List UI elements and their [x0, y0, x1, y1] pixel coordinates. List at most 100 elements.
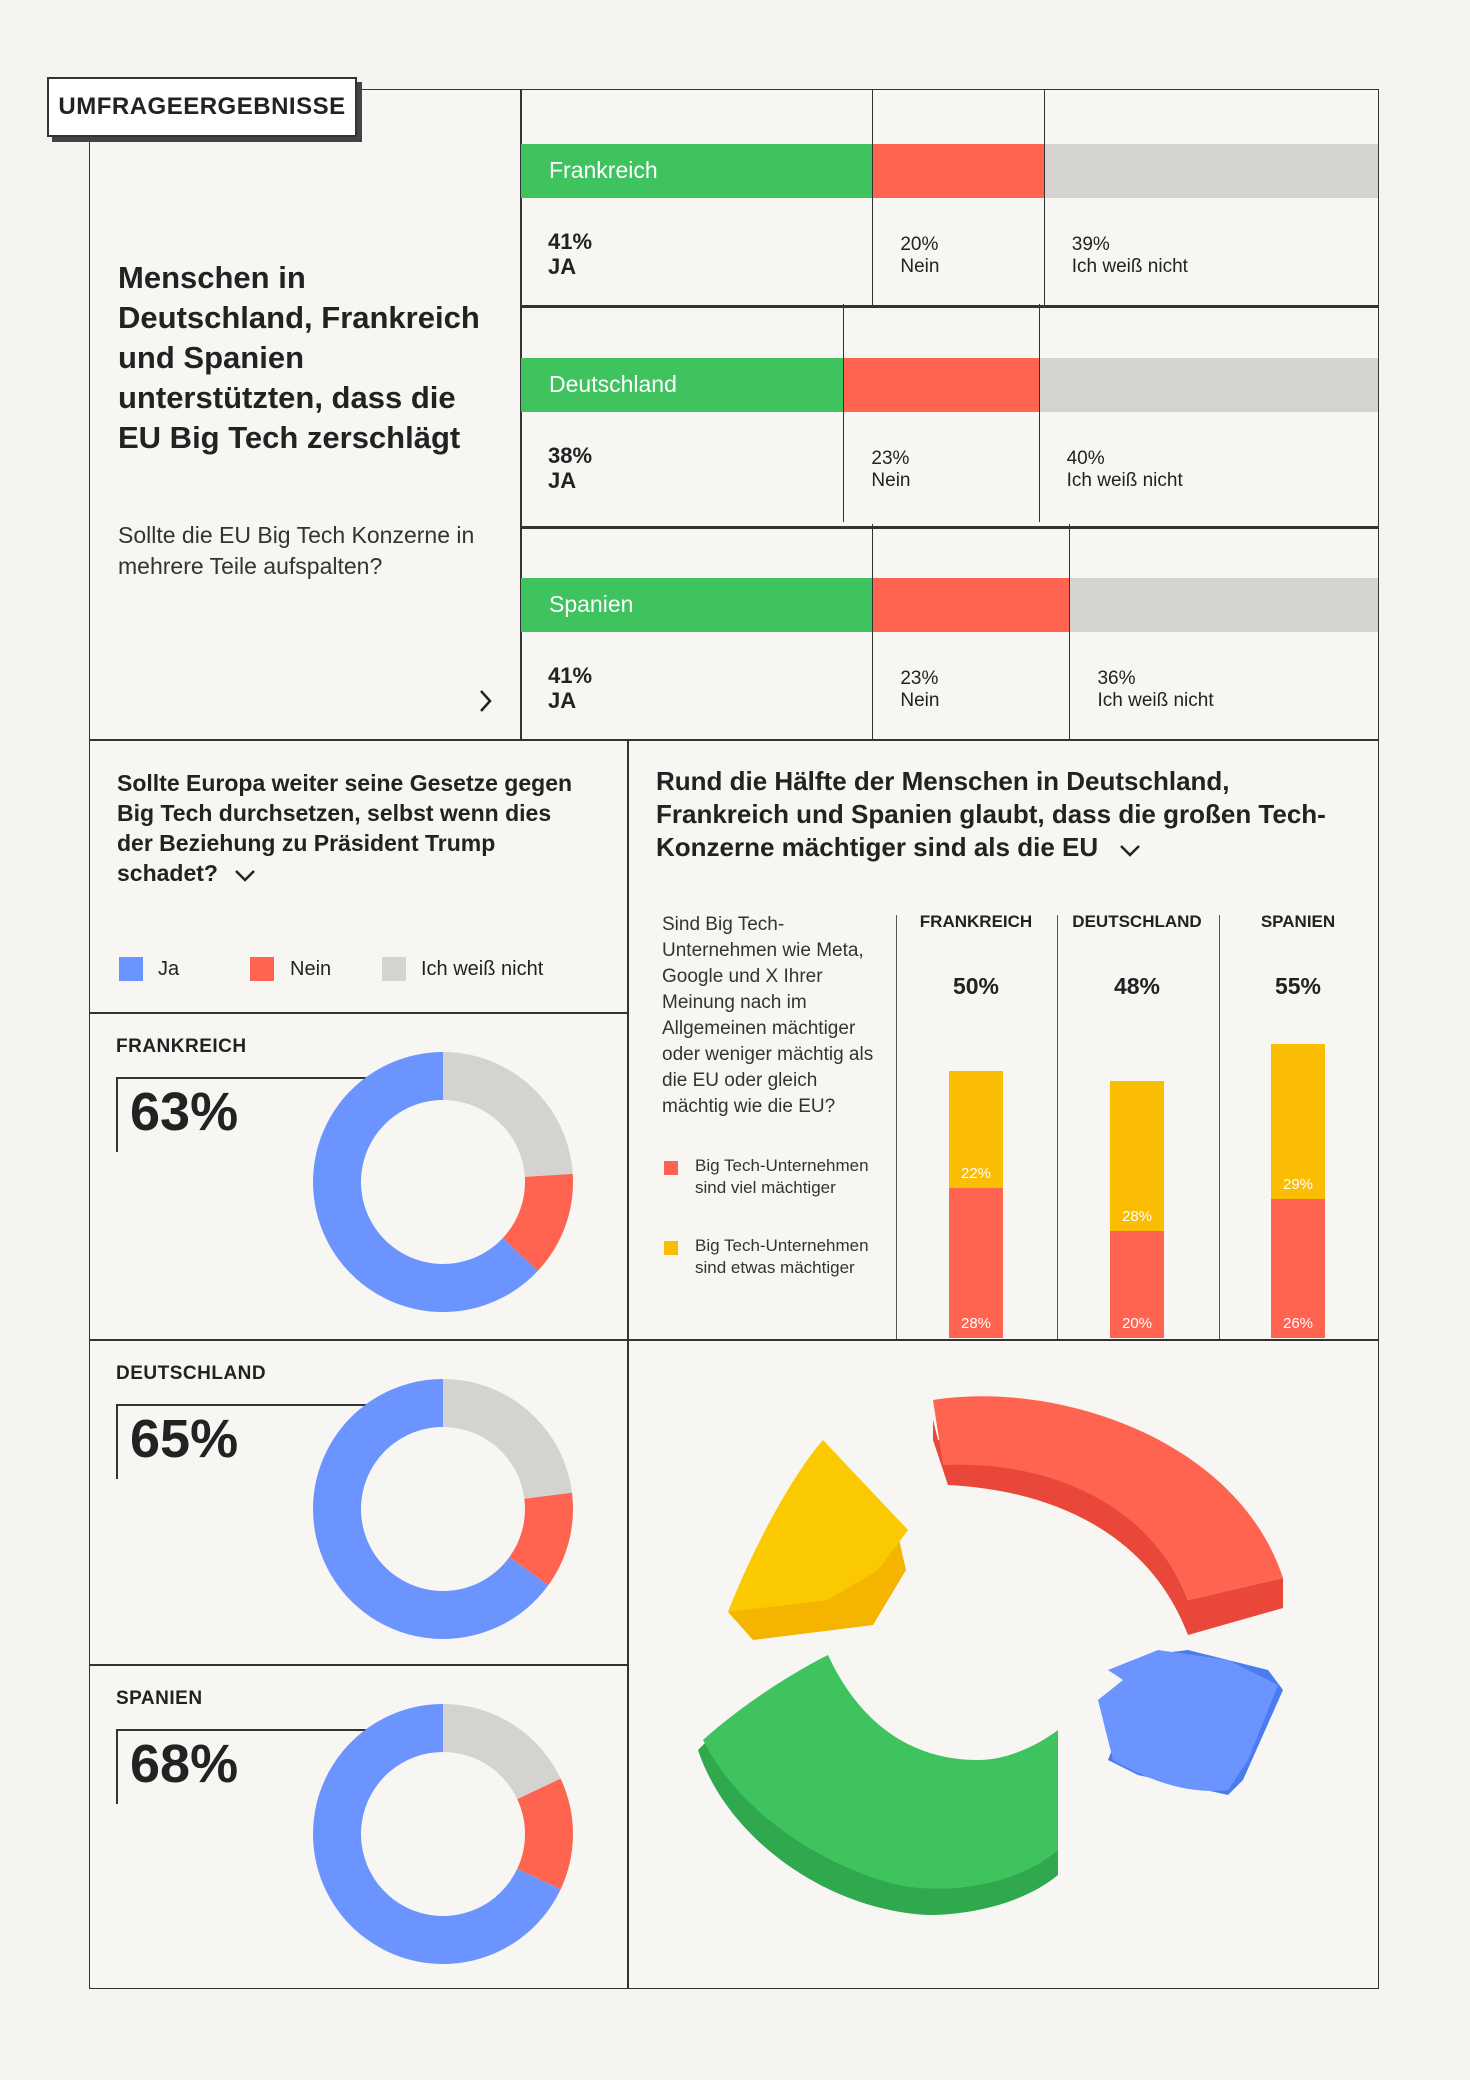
donut-slice-nein	[509, 1492, 573, 1586]
bar-value-label: 40% Ich weiß nicht	[1066, 448, 1183, 491]
divider	[520, 305, 1379, 308]
bar-segment-label: 28%	[1121, 1207, 1153, 1225]
bar-segment-nein	[843, 358, 1039, 412]
panel3-headline-text: Rund die Hälfte der Menschen in Deutschl…	[656, 766, 1326, 862]
donut-chart	[312, 1052, 573, 1312]
bar-value-label: 41% JA	[548, 229, 593, 279]
donut-slice-ich-wei-nicht	[443, 1704, 561, 1800]
callout-line	[116, 1729, 118, 1804]
column-header: SPANIEN	[1260, 912, 1336, 931]
decorative-3d-shapes-illustration	[698, 1396, 1283, 1915]
country-label: Frankreich	[549, 157, 658, 183]
donut-percent-label: 63%	[130, 1082, 239, 1142]
bar-segment-etwas-maechtiger: 29%	[1271, 1043, 1325, 1199]
bar-segment-nein	[872, 144, 1044, 198]
country-label: Spanien	[549, 591, 634, 617]
bar-segment-ich-wei-nicht	[1038, 358, 1378, 412]
donut-chart	[312, 1379, 573, 1639]
column-total-label: 50%	[952, 973, 1000, 999]
bar-segment-ja: Frankreich	[521, 144, 873, 198]
blue-shape	[1098, 1650, 1283, 1795]
panel3-headline: Rund die Hälfte der Menschen in Deutschl…	[656, 765, 1336, 866]
chevron-right-icon[interactable]	[476, 688, 496, 719]
bar-value-label: 36% Ich weiß nicht	[1097, 668, 1214, 711]
legend-swatch-ich-weiss-nicht	[382, 957, 406, 981]
bar-segment-label: 28%	[960, 1314, 992, 1332]
column-header: DEUTSCHLAND	[1072, 912, 1202, 931]
donut-slice-ich-wei-nicht	[443, 1052, 573, 1177]
country-label: Deutschland	[549, 371, 677, 397]
column-header: FRANKREICH	[919, 912, 1033, 931]
segment-divider	[1069, 524, 1071, 740]
donut-country-label: DEUTSCHLAND	[116, 1363, 267, 1384]
donut-percent-label: 68%	[130, 1734, 239, 1794]
donut-slice-nein	[502, 1173, 573, 1271]
divider	[89, 1664, 628, 1666]
bar-segment-ich-wei-nicht	[1043, 144, 1378, 198]
panel2-question: Sollte Europa weiter seine Gesetze gegen…	[117, 768, 587, 890]
legend-label-etwas-maechtiger: Big Tech-Unternehmen sind etwas mächtige…	[695, 1236, 869, 1277]
chevron-down-icon[interactable]	[1119, 833, 1141, 866]
bar-segment-label: 20%	[1121, 1315, 1153, 1332]
bar-segment-ja: Deutschland	[521, 358, 844, 412]
chevron-down-icon[interactable]	[234, 860, 256, 890]
bar-segment-viel-maechtiger: 28%	[949, 1188, 1003, 1338]
legend-swatch-viel-maechtiger	[664, 1161, 678, 1175]
segment-divider	[1043, 89, 1045, 308]
bar-segment-label: 26%	[1282, 1314, 1314, 1332]
segment-divider	[872, 524, 874, 740]
column-divider	[1057, 915, 1058, 1339]
donut-country-label: SPANIEN	[116, 1688, 203, 1709]
bar-segment-etwas-maechtiger: 22%	[949, 1070, 1003, 1189]
bar-value-label: 20% Nein	[900, 234, 940, 277]
bar-segment-viel-maechtiger: 26%	[1271, 1198, 1325, 1338]
column-total-label: 55%	[1274, 973, 1322, 999]
bar-value-label: 39% Ich weiß nicht	[1071, 234, 1188, 277]
donut-percent-label: 65%	[130, 1409, 239, 1469]
panel1-question: Sollte die EU Big Tech Konzerne in mehre…	[118, 522, 475, 579]
callout-line	[116, 1404, 118, 1479]
donut-country-label: FRANKREICH	[116, 1036, 247, 1057]
bar-segment-nein	[872, 578, 1070, 632]
divider	[520, 89, 522, 740]
legend-label-viel-maechtiger: Big Tech-Unternehmen sind viel mächtiger	[695, 1156, 869, 1197]
legend-swatch-etwas-maechtiger	[664, 1241, 678, 1255]
panel1-headline: Menschen in Deutschland, Frankreich und …	[118, 260, 480, 455]
callout-line	[116, 1404, 406, 1406]
divider	[89, 1012, 628, 1014]
bar-segment-etwas-maechtiger: 28%	[1110, 1081, 1164, 1231]
legend-swatch-nein	[250, 957, 274, 981]
callout-line	[116, 1729, 406, 1731]
divider	[89, 739, 1379, 741]
legend-swatch-ja	[119, 957, 143, 981]
bar-segment-label: 22%	[960, 1165, 992, 1183]
bar-segment-viel-maechtiger: 20%	[1110, 1231, 1164, 1338]
bar-segment-label: 29%	[1282, 1175, 1314, 1193]
column-divider	[896, 915, 897, 1339]
panel2-question-text: Sollte Europa weiter seine Gesetze gegen…	[117, 770, 573, 886]
donut-slice-ich-wei-nicht	[443, 1379, 572, 1499]
column-divider	[1219, 915, 1220, 1339]
bar-value-label: 23% Nein	[900, 668, 940, 711]
column-total-label: 48%	[1113, 973, 1161, 999]
bar-segment-ja: Spanien	[521, 578, 873, 632]
divider	[89, 1339, 1379, 1341]
yellow-shape	[728, 1440, 908, 1640]
segment-divider	[872, 89, 874, 308]
bar-value-label: 41% JA	[548, 663, 593, 713]
donut-slice-nein	[517, 1778, 573, 1890]
legend-label-ja: Ja	[158, 958, 180, 980]
donut-chart	[313, 1704, 573, 1964]
bar-value-label: 23% Nein	[871, 448, 911, 491]
donut-slice-ja	[313, 1704, 561, 1964]
donut-slice-ja	[312, 1052, 538, 1312]
divider	[627, 739, 629, 1989]
panel3-question: Sind Big Tech-Unternehmen wie Meta, Goog…	[662, 914, 874, 1117]
donut-slice-ja	[312, 1379, 549, 1639]
red-arc-shape	[933, 1396, 1283, 1635]
bar-value-label: 38% JA	[548, 443, 593, 493]
legend-label-nein: Nein	[290, 958, 332, 980]
callout-line	[116, 1077, 118, 1152]
legend-label-ich-weiss-nicht: Ich weiß nicht	[421, 958, 544, 980]
green-arc-shape	[698, 1655, 1058, 1915]
